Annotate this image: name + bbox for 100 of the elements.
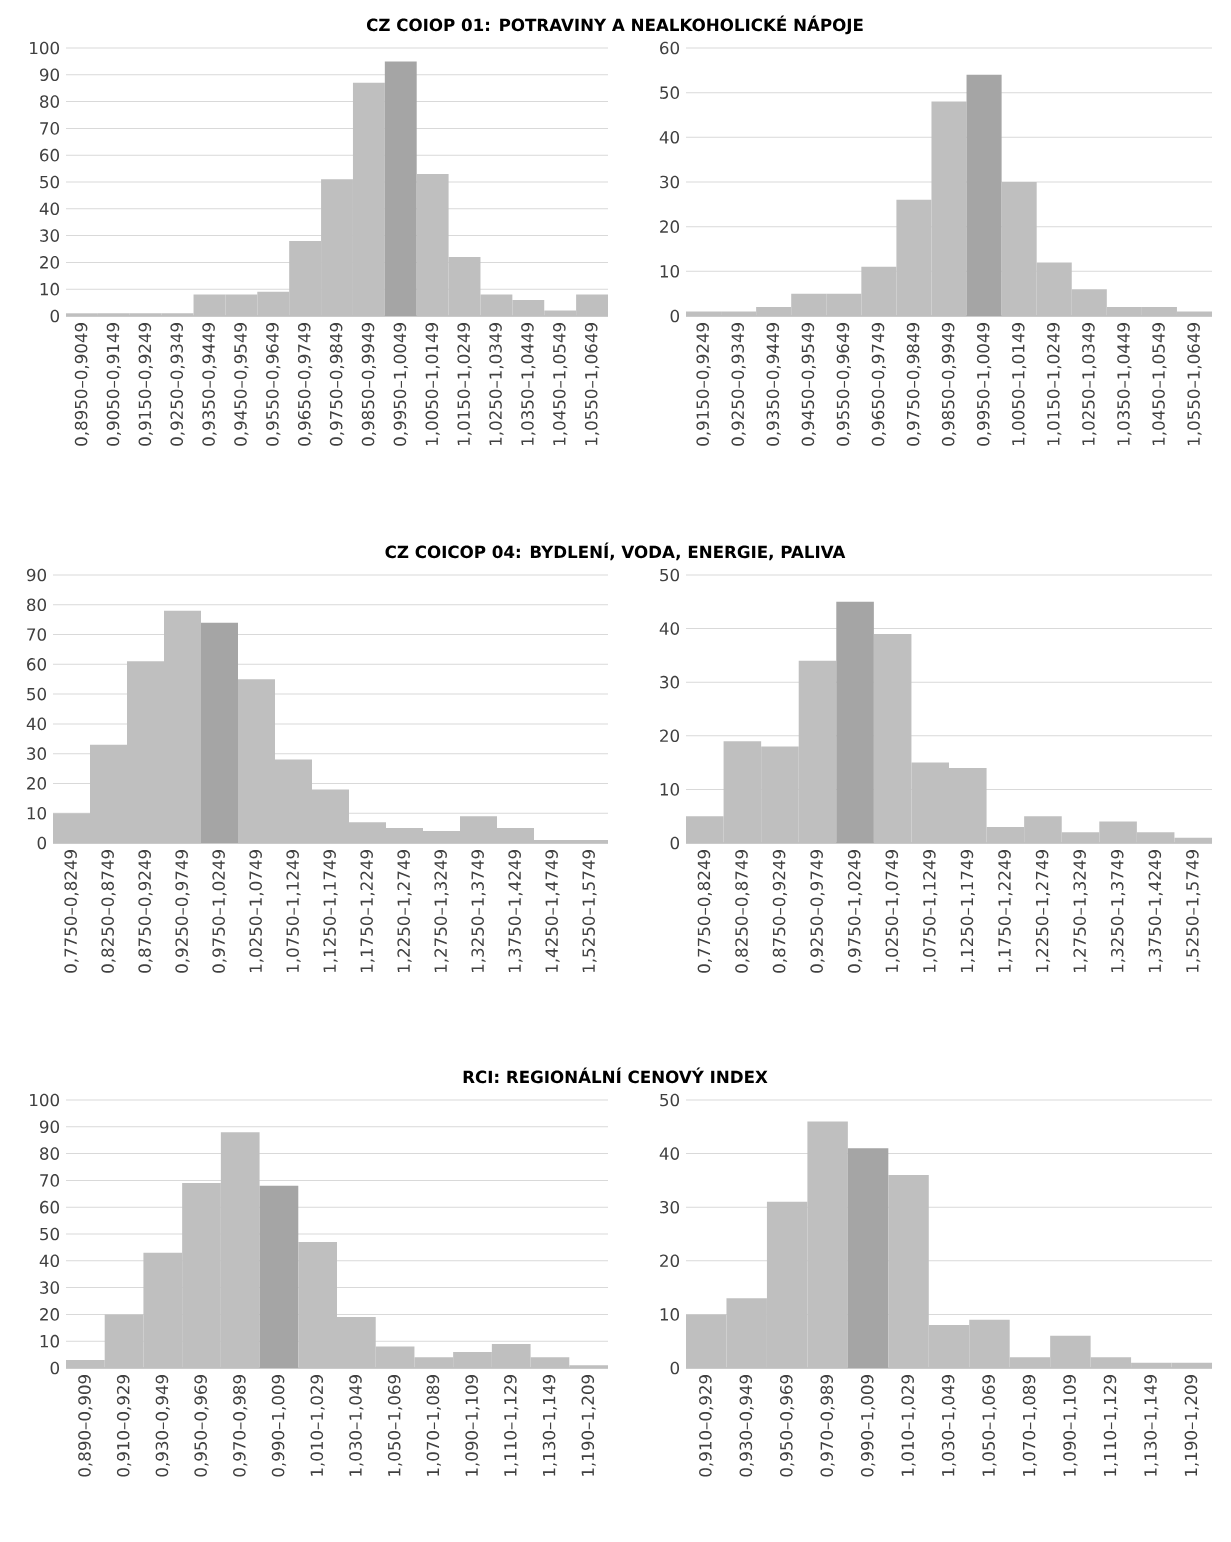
y-tick-label: 10 — [660, 1308, 680, 1321]
y-tick-label: 30 — [27, 747, 47, 760]
x-tick-label: 1,0150–1,0249 — [1047, 323, 1062, 446]
x-tick-label: 1,0350–1,0449 — [1117, 323, 1132, 446]
x-tick-label: 0,9850–0,9949 — [941, 323, 957, 446]
x-tick-label: 1,0350–1,0449 — [521, 323, 536, 446]
y-tick-label: 30 — [40, 1281, 60, 1294]
x-tick-label: 1,070–1,089 — [426, 1375, 441, 1476]
x-tick-label: 1,0750–1,1249 — [286, 850, 301, 973]
x-tick-label: 1,0450–1,0549 — [1152, 323, 1167, 446]
x-tick-label: 1,130–1,149 — [542, 1375, 558, 1476]
x-tick-label: 1,3250–1,3749 — [1110, 850, 1126, 973]
y-tick-label: 40 — [26, 717, 47, 731]
y-tick-label: 0 — [50, 309, 60, 323]
x-tick-label: 1,110–1,129 — [1103, 1375, 1119, 1476]
y-tick-label: 80 — [40, 95, 60, 108]
y-tick-label: 50 — [27, 687, 47, 701]
y-tick-label: 40 — [659, 1147, 680, 1160]
x-tick-label: 0,8750–0,9249 — [772, 850, 788, 973]
y-tick-label: 70 — [27, 628, 47, 641]
x-tick-label: 0,950–0,969 — [194, 1375, 209, 1477]
y-tick-label: 70 — [40, 122, 60, 135]
x-tick-label: 1,190–1,209 — [581, 1375, 596, 1476]
x-tick-label: 1,0250–1,0749 — [249, 850, 264, 973]
x-tick-label: 1,010–1,029 — [310, 1375, 325, 1476]
x-tick-label: 1,2250–1,2749 — [1035, 850, 1051, 973]
x-tick-label: 0,930–0,949 — [739, 1375, 754, 1477]
x-tick-label: 1,0050–1,0149 — [1011, 323, 1027, 446]
y-tick-label: 40 — [659, 622, 680, 635]
y-tick-label: 0 — [50, 1361, 60, 1375]
y-tick-label: 30 — [660, 175, 680, 189]
x-tick-label: 1,050–1,069 — [982, 1375, 997, 1476]
y-tick-label: 50 — [40, 175, 60, 189]
x-tick-label: 1,0250–1,0349 — [1082, 323, 1097, 446]
chart-title: CZ COIOP 01: POTRAVINY A NEALKOHOLICKÉ NÁPOJE — [366, 15, 863, 35]
y-tick-label: 0 — [670, 309, 680, 323]
y-tick-label: 0 — [37, 836, 47, 850]
x-tick-label: 1,2750–1,3249 — [1073, 850, 1088, 973]
x-tick-label: 1,0250–1,0349 — [489, 323, 504, 446]
y-tick-label: 20 — [27, 777, 47, 790]
x-tick-label: 1,090–1,109 — [465, 1375, 480, 1476]
x-tick-label: 1,130–1,149 — [1144, 1375, 1159, 1476]
y-tick-label: 10 — [27, 806, 47, 820]
x-tick-label: 1,070–1,089 — [1022, 1375, 1038, 1476]
y-tick-label: 80 — [40, 1147, 60, 1160]
x-tick-label: 1,0750–1,1249 — [923, 850, 938, 973]
x-tick-label: 0,9750–0,9849 — [906, 323, 922, 446]
x-tick-label: 0,970–0,989 — [820, 1375, 835, 1477]
y-tick-label: 20 — [660, 1254, 680, 1268]
y-tick-label: 30 — [40, 229, 60, 242]
x-tick-label: 0,990–1,009 — [271, 1375, 287, 1477]
y-tick-label: 60 — [660, 41, 680, 55]
y-tick-label: 10 — [40, 1334, 60, 1348]
y-tick-label: 20 — [660, 220, 680, 233]
x-tick-label: 1,1250–1,1749 — [960, 850, 975, 973]
x-tick-label: 0,9850–0,9949 — [361, 323, 377, 446]
x-tick-label: 0,8750–0,9249 — [138, 850, 153, 973]
x-tick-label: 1,1250–1,1749 — [323, 850, 338, 973]
x-tick-label: 1,030–1,049 — [349, 1375, 364, 1476]
y-tick-label: 10 — [660, 264, 680, 278]
x-tick-label: 0,910–0,929 — [116, 1375, 132, 1477]
x-tick-label: 0,9250–0,9349 — [170, 323, 185, 446]
x-tick-label: 0,950–0,969 — [779, 1375, 795, 1477]
x-tick-label: 0,910–0,929 — [699, 1375, 714, 1477]
x-tick-label: 1,0150–1,0249 — [457, 323, 472, 446]
y-tick-label: 90 — [39, 68, 60, 82]
x-tick-label: 1,0450–1,0549 — [553, 323, 568, 446]
x-tick-label: 0,8250–0,8749 — [101, 850, 116, 973]
y-tick-label: 40 — [659, 131, 680, 144]
x-tick-label: 0,890–0,909 — [78, 1375, 93, 1477]
y-tick-label: 10 — [40, 282, 60, 296]
y-tick-label: 50 — [660, 568, 680, 582]
y-tick-label: 20 — [40, 256, 60, 269]
x-tick-label: 1,5250–1,5749 — [1186, 850, 1201, 973]
y-tick-label: 40 — [39, 202, 60, 216]
y-tick-label: 30 — [660, 675, 680, 689]
x-tick-label: 0,9250–0,9349 — [731, 323, 746, 446]
y-tick-label: 0 — [670, 836, 680, 850]
y-tick-label: 80 — [27, 598, 47, 612]
x-tick-label: 1,1750–1,2249 — [998, 850, 1013, 973]
x-tick-label: 1,090–1,109 — [1063, 1375, 1078, 1476]
x-tick-label: 0,970–0,989 — [233, 1375, 248, 1477]
x-tick-label: 1,2750–1,3249 — [434, 850, 449, 973]
x-tick-label: 0,8250–0,8749 — [735, 850, 750, 973]
x-tick-label: 0,9250–0,9749 — [810, 850, 825, 973]
y-tick-label: 100 — [30, 41, 60, 55]
x-tick-label: 1,3750–1,4249 — [508, 850, 523, 973]
x-tick-label: 0,9750–0,9849 — [329, 323, 345, 446]
x-tick-label: 0,9450–0,9549 — [801, 323, 816, 446]
x-tick-label: 0,9950–1,0049 — [976, 323, 992, 446]
x-tick-label: 0,9350–0,9449 — [202, 323, 217, 446]
x-tick-label: 0,9050–0,9149 — [106, 323, 121, 446]
x-tick-label: 0,9650–0,9749 — [871, 323, 887, 446]
x-tick-label: 0,9150–0,9249 — [138, 323, 153, 446]
y-tick-label: 40 — [39, 1254, 60, 1268]
x-tick-label: 1,3250–1,3749 — [471, 850, 486, 973]
x-tick-label: 1,1750–1,2249 — [360, 850, 375, 973]
x-tick-label: 0,930–0,949 — [155, 1375, 170, 1477]
x-tick-label: 0,7750–0,8249 — [697, 850, 712, 973]
x-tick-label: 0,9950–1,0049 — [393, 323, 408, 446]
